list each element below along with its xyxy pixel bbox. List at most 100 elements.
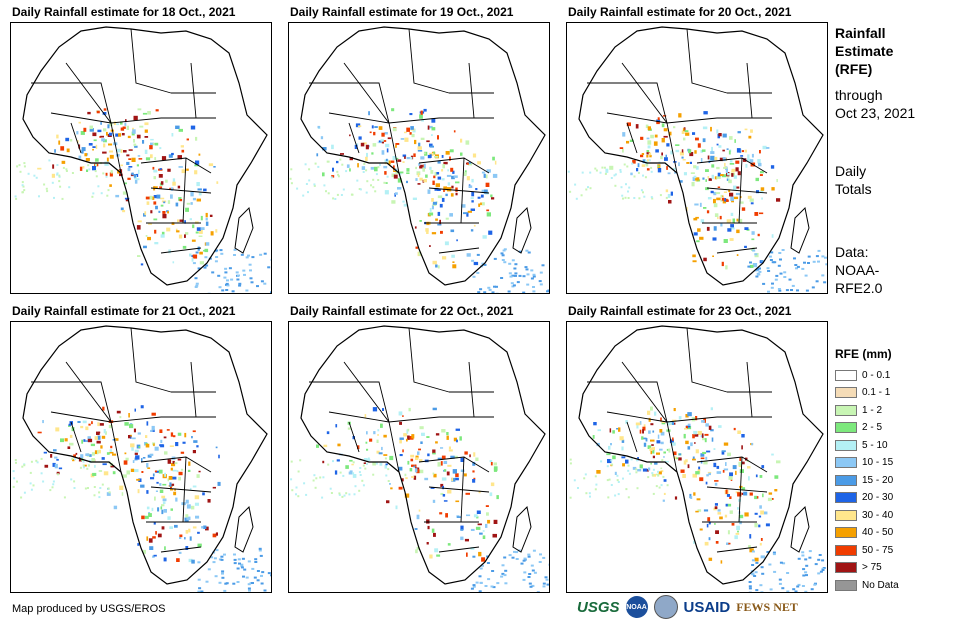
rainfall-cell — [473, 261, 479, 266]
rainfall-cell — [127, 177, 131, 180]
rainfall-cell — [778, 252, 782, 254]
rainfall-cell — [802, 568, 806, 571]
rainfall-cell — [254, 561, 258, 563]
rainfall-cell — [823, 281, 827, 284]
rainfall-cell — [148, 538, 153, 543]
rainfall-cell — [682, 159, 686, 161]
legend-item: 5 - 10 — [835, 437, 888, 453]
rainfall-cells — [289, 108, 549, 293]
rainfall-cell — [626, 140, 630, 144]
rainfall-cell — [120, 127, 125, 131]
heading-line: Rainfall — [835, 25, 886, 41]
rainfall-cell — [109, 172, 113, 177]
rainfall-cell — [603, 166, 606, 169]
rainfall-cell — [686, 426, 692, 430]
rainfall-cell — [654, 411, 657, 416]
rainfall-cell — [159, 444, 164, 447]
rainfall-cell — [749, 534, 752, 539]
rainfall-cell — [706, 450, 711, 453]
rainfall-cell — [139, 125, 144, 128]
rainfall-cell — [607, 459, 612, 464]
rainfall-cell — [410, 156, 413, 160]
rainfall-cell — [137, 432, 141, 435]
rainfall-cell — [199, 251, 203, 255]
rainfall-cell — [694, 203, 699, 206]
rainfall-cell — [203, 188, 207, 192]
rainfall-cell — [502, 249, 506, 252]
rainfall-cell — [419, 426, 424, 430]
rainfall-cell — [120, 121, 123, 125]
rainfall-cell — [381, 140, 384, 144]
legend-swatch — [835, 579, 857, 591]
rainfall-cell — [724, 198, 727, 202]
rainfall-cell — [58, 180, 61, 183]
rainfall-cell — [670, 191, 673, 196]
legend-item: 20 - 30 — [835, 490, 893, 506]
rainfall-cell — [145, 443, 150, 448]
country-border — [130, 327, 172, 393]
rainfall-cell — [700, 453, 705, 457]
rainfall-cell — [302, 194, 305, 197]
rainfall-cell — [86, 169, 89, 172]
rainfall-cell — [410, 458, 414, 462]
rainfall-cell — [88, 168, 91, 171]
rainfall-cell — [773, 261, 777, 264]
rainfall-cell — [744, 149, 747, 153]
rainfall-cell — [240, 564, 244, 567]
rainfall-cell — [395, 157, 399, 160]
rainfall-cell — [57, 473, 59, 476]
rainfall-cell — [443, 186, 447, 191]
rainfall-cell — [421, 120, 424, 122]
rainfall-cell — [332, 167, 334, 172]
rainfall-cell — [416, 469, 420, 474]
legend-swatch — [835, 474, 857, 486]
rainfall-cell — [776, 460, 781, 464]
rainfall-cell — [652, 450, 655, 454]
coastline — [300, 26, 546, 286]
rainfall-cell — [437, 135, 439, 140]
rainfall-cell — [755, 177, 759, 182]
rainfall-cell — [426, 221, 430, 226]
rainfall-cell — [734, 139, 736, 143]
rainfall-cell — [757, 159, 761, 164]
rainfall-cell — [660, 441, 664, 445]
rainfall-cell — [213, 557, 217, 560]
rainfall-cell — [492, 586, 496, 589]
rainfall-cell — [718, 145, 722, 148]
rainfall-cell — [569, 462, 572, 465]
rainfall-cell — [705, 423, 709, 427]
rainfall-cell — [732, 218, 735, 223]
rainfall-cell — [21, 181, 24, 184]
rainfall-cell — [473, 452, 476, 457]
rainfall-cell — [735, 532, 740, 535]
rainfall-cell — [164, 546, 166, 551]
rainfall-cell — [700, 158, 703, 163]
rainfall-cell — [46, 190, 49, 193]
rainfall-cell — [760, 171, 764, 174]
rainfall-cell — [429, 207, 432, 212]
rainfall-cell — [774, 489, 778, 492]
rainfall-cell — [124, 422, 129, 426]
rainfall-cell — [501, 259, 505, 261]
rainfall-cell — [321, 496, 324, 499]
rainfall-cell — [113, 505, 118, 510]
rainfall-cell — [490, 585, 494, 588]
rainfall-cell — [478, 203, 481, 207]
rainfall-cell — [197, 561, 201, 564]
rainfall-cell — [188, 558, 193, 563]
rainfall-cell — [455, 187, 458, 192]
rainfall-map — [290, 325, 549, 592]
fewsnet-logo: FEWS NET — [736, 599, 798, 614]
rainfall-cell — [32, 484, 35, 487]
rainfall-cell — [102, 406, 105, 411]
rainfall-cell — [249, 269, 252, 272]
rainfall-cell — [125, 119, 127, 123]
rainfall-cell — [61, 197, 64, 200]
rainfall-cell — [651, 444, 654, 446]
rainfall-cell — [353, 493, 356, 496]
country-border — [348, 122, 360, 154]
country-border — [160, 247, 202, 254]
usgs-logo: USGS — [577, 598, 620, 616]
rainfall-cell — [91, 452, 95, 456]
rainfall-cell — [808, 556, 812, 559]
